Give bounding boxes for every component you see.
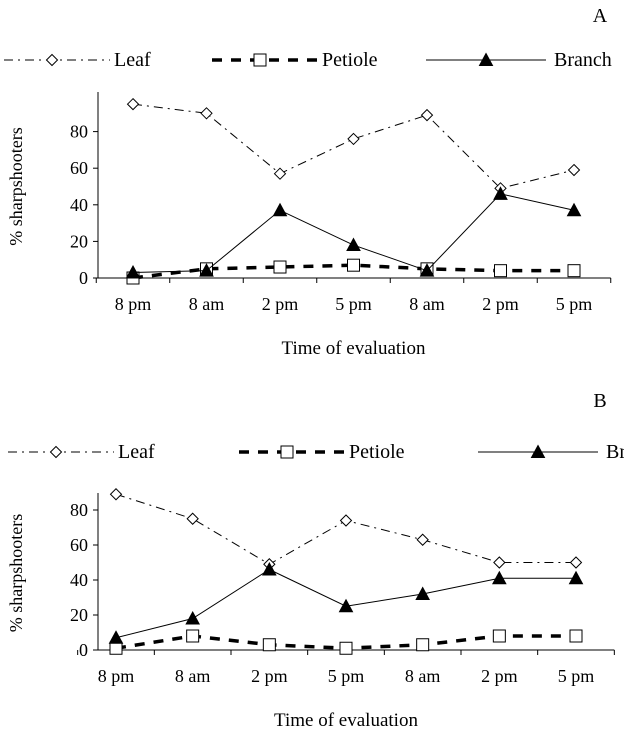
x-tick-label: 2 pm [251,666,288,686]
y-tick-label: 80 [70,122,88,142]
x-tick-label: 5 pm [328,666,365,686]
data-point-leaf [126,97,140,111]
data-point-petiole [567,264,581,278]
x-tick-label: 8 pm [98,666,135,686]
data-point-branch [338,598,354,613]
y-tick-label: 20 [70,231,88,251]
y-tick-label: 60 [70,535,88,555]
x-tick-label: 8 am [175,666,211,686]
y-tick-label: 40 [70,195,88,215]
series-line-leaf [115,493,576,565]
y-tick-label: 60 [70,158,88,178]
y-tick-label: 80 [70,500,88,520]
data-point-leaf [569,556,583,569]
x-axis-title: Time of evaluation [274,710,418,731]
data-point-petiole [416,638,430,652]
legend-label-branch: Branch [554,49,612,71]
data-point-leaf [567,163,581,177]
legend-marker-branch [530,444,546,458]
data-point-branch [272,202,288,217]
data-point-branch [108,630,124,644]
data-point-branch [125,264,141,279]
x-tick-label: 8 am [189,294,225,314]
data-point-branch [415,586,431,600]
data-point-leaf [420,108,434,122]
x-axis-title: Time of evaluation [282,338,426,359]
y-tick-label: 0 [79,640,88,660]
legend-marker-branch [478,52,494,66]
data-point-leaf [273,167,287,180]
panel-label: A [593,5,608,27]
y-tick-label: 0 [79,268,88,288]
data-point-branch [261,561,277,576]
legend-label-leaf: Leaf [114,49,151,71]
legend-label-petiole: Petiole [322,49,378,71]
chart-panel-a: A 0 20 40 60 80 8 pm 8 am 2 pm 5 pm 8 am 2 pm 5 pm Ti… [4,5,612,359]
y-tick-label: 20 [70,605,88,625]
legend-marker-leaf [45,53,59,67]
data-point-branch [419,263,435,277]
y-axis-title: % sharpshooters [6,127,26,245]
data-point-branch [185,610,201,625]
data-point-branch [346,237,361,252]
data-point-leaf [109,488,123,501]
data-point-petiole [186,629,200,643]
data-point-leaf [339,514,353,527]
data-point-petiole [109,641,123,655]
data-point-branch [568,570,584,585]
legend-marker-petiole [280,445,294,459]
data-point-leaf [186,512,199,525]
y-axis-title: % sharpshooters [6,514,26,632]
data-point-branch [493,186,508,200]
data-point-leaf [347,132,360,146]
panel-label: B [593,390,606,412]
legend-label-leaf: Leaf [118,441,155,463]
data-point-branch [199,263,214,277]
data-point-petiole [347,258,360,272]
x-tick-label: 8 am [409,294,445,314]
series-line-leaf [132,103,575,189]
data-point-petiole [569,629,583,643]
y-tick-label: 40 [70,570,88,590]
data-point-leaf [416,533,429,546]
data-point-leaf [200,107,213,120]
chart-panel-b: B 0 20 40 60 80 8 pm 8 am 2 pm 5 pm 8 am 2 pm 5 pm Ti… [6,390,624,731]
data-point-petiole [339,641,353,655]
legend-marker-petiole [253,53,267,67]
x-tick-label: 5 pm [558,666,595,686]
x-tick-label: 2 pm [481,666,518,686]
legend-marker-leaf [49,445,63,459]
x-tick-label: 2 pm [482,294,519,314]
legend-label-branch: Branch [606,441,624,463]
data-point-petiole [262,638,276,652]
data-point-branch [491,570,507,585]
x-tick-label: 8 pm [115,294,152,314]
legend-label-petiole: Petiole [349,441,405,463]
data-point-petiole [494,264,507,278]
data-point-petiole [492,629,506,643]
x-tick-label: 5 pm [335,294,372,314]
x-tick-label: 8 am [405,666,441,686]
data-point-leaf [493,556,506,569]
data-point-petiole [273,260,287,274]
x-tick-label: 2 pm [262,294,299,314]
x-tick-label: 5 pm [556,294,593,314]
data-point-branch [566,202,582,217]
